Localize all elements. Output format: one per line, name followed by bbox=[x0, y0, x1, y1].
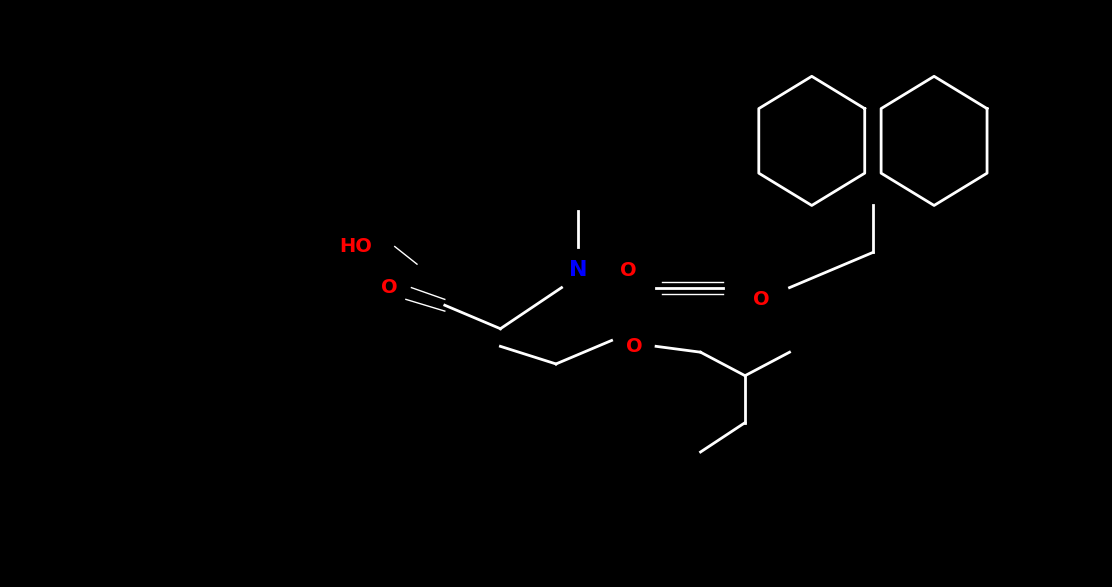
Text: O: O bbox=[626, 337, 642, 356]
Text: HO: HO bbox=[339, 237, 373, 256]
Text: O: O bbox=[381, 278, 397, 297]
Text: O: O bbox=[754, 290, 770, 309]
Text: O: O bbox=[620, 261, 636, 279]
Text: N: N bbox=[569, 260, 587, 280]
